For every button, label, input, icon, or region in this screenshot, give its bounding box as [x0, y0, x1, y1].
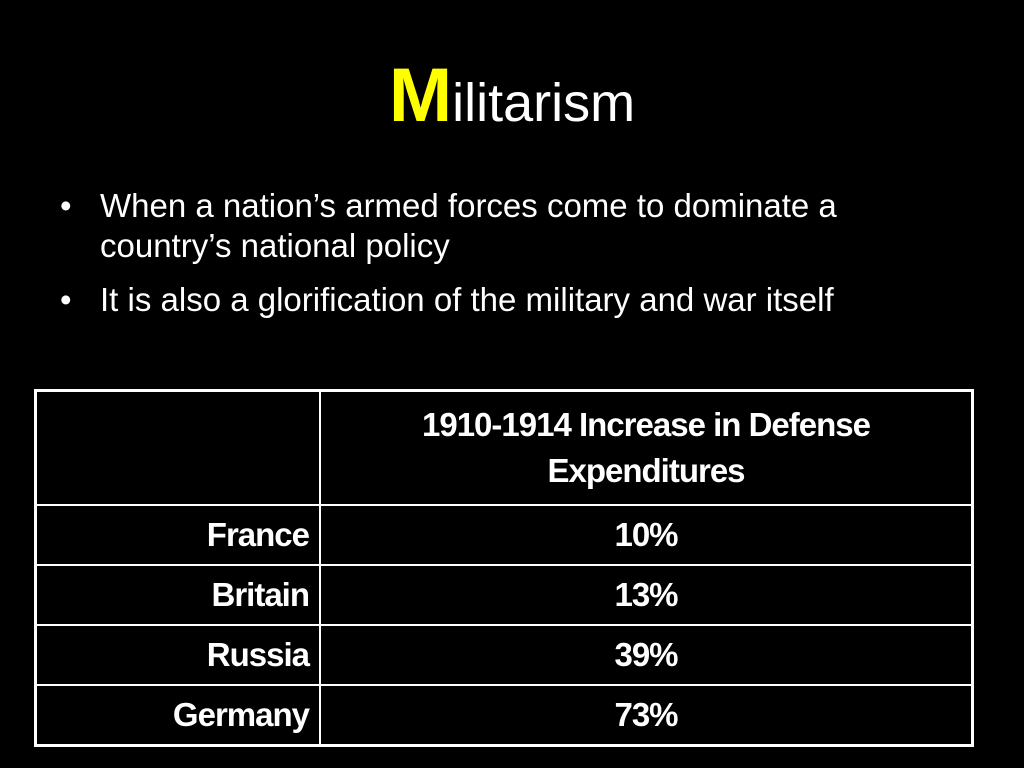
bullet-text: It is also a glorification of the milita…	[100, 281, 834, 318]
defense-table-container: 1910-1914 Increase in Defense Expenditur…	[34, 389, 976, 747]
country-cell: France	[34, 504, 321, 566]
title-rest: ilitarism	[452, 73, 636, 133]
table-header-row: 1910-1914 Increase in Defense Expenditur…	[34, 389, 974, 506]
table-row: Germany 73%	[34, 684, 974, 747]
slide-title: Militarism	[0, 58, 1024, 134]
bullet-text: When a nation’s armed forces come to dom…	[100, 187, 837, 264]
bullet-item: • It is also a glorification of the mili…	[60, 280, 940, 320]
defense-expenditure-table: 1910-1914 Increase in Defense Expenditur…	[34, 389, 974, 747]
table-header-empty	[34, 389, 321, 506]
table-row: France 10%	[34, 504, 974, 566]
increase-cell: 39%	[319, 624, 974, 686]
country-cell: Germany	[34, 684, 321, 747]
increase-cell: 73%	[319, 684, 974, 747]
bullet-marker: •	[60, 281, 72, 318]
increase-cell: 10%	[319, 504, 974, 566]
country-cell: Russia	[34, 624, 321, 686]
table-row: Britain 13%	[34, 564, 974, 626]
bullet-list: • When a nation’s armed forces come to d…	[60, 186, 940, 334]
title-first-letter: M	[388, 53, 453, 138]
increase-cell: 13%	[319, 564, 974, 626]
country-cell: Britain	[34, 564, 321, 626]
bullet-item: • When a nation’s armed forces come to d…	[60, 186, 940, 266]
bullet-marker: •	[60, 187, 72, 224]
table-header-increase: 1910-1914 Increase in Defense Expenditur…	[319, 389, 974, 506]
table-row: Russia 39%	[34, 624, 974, 686]
